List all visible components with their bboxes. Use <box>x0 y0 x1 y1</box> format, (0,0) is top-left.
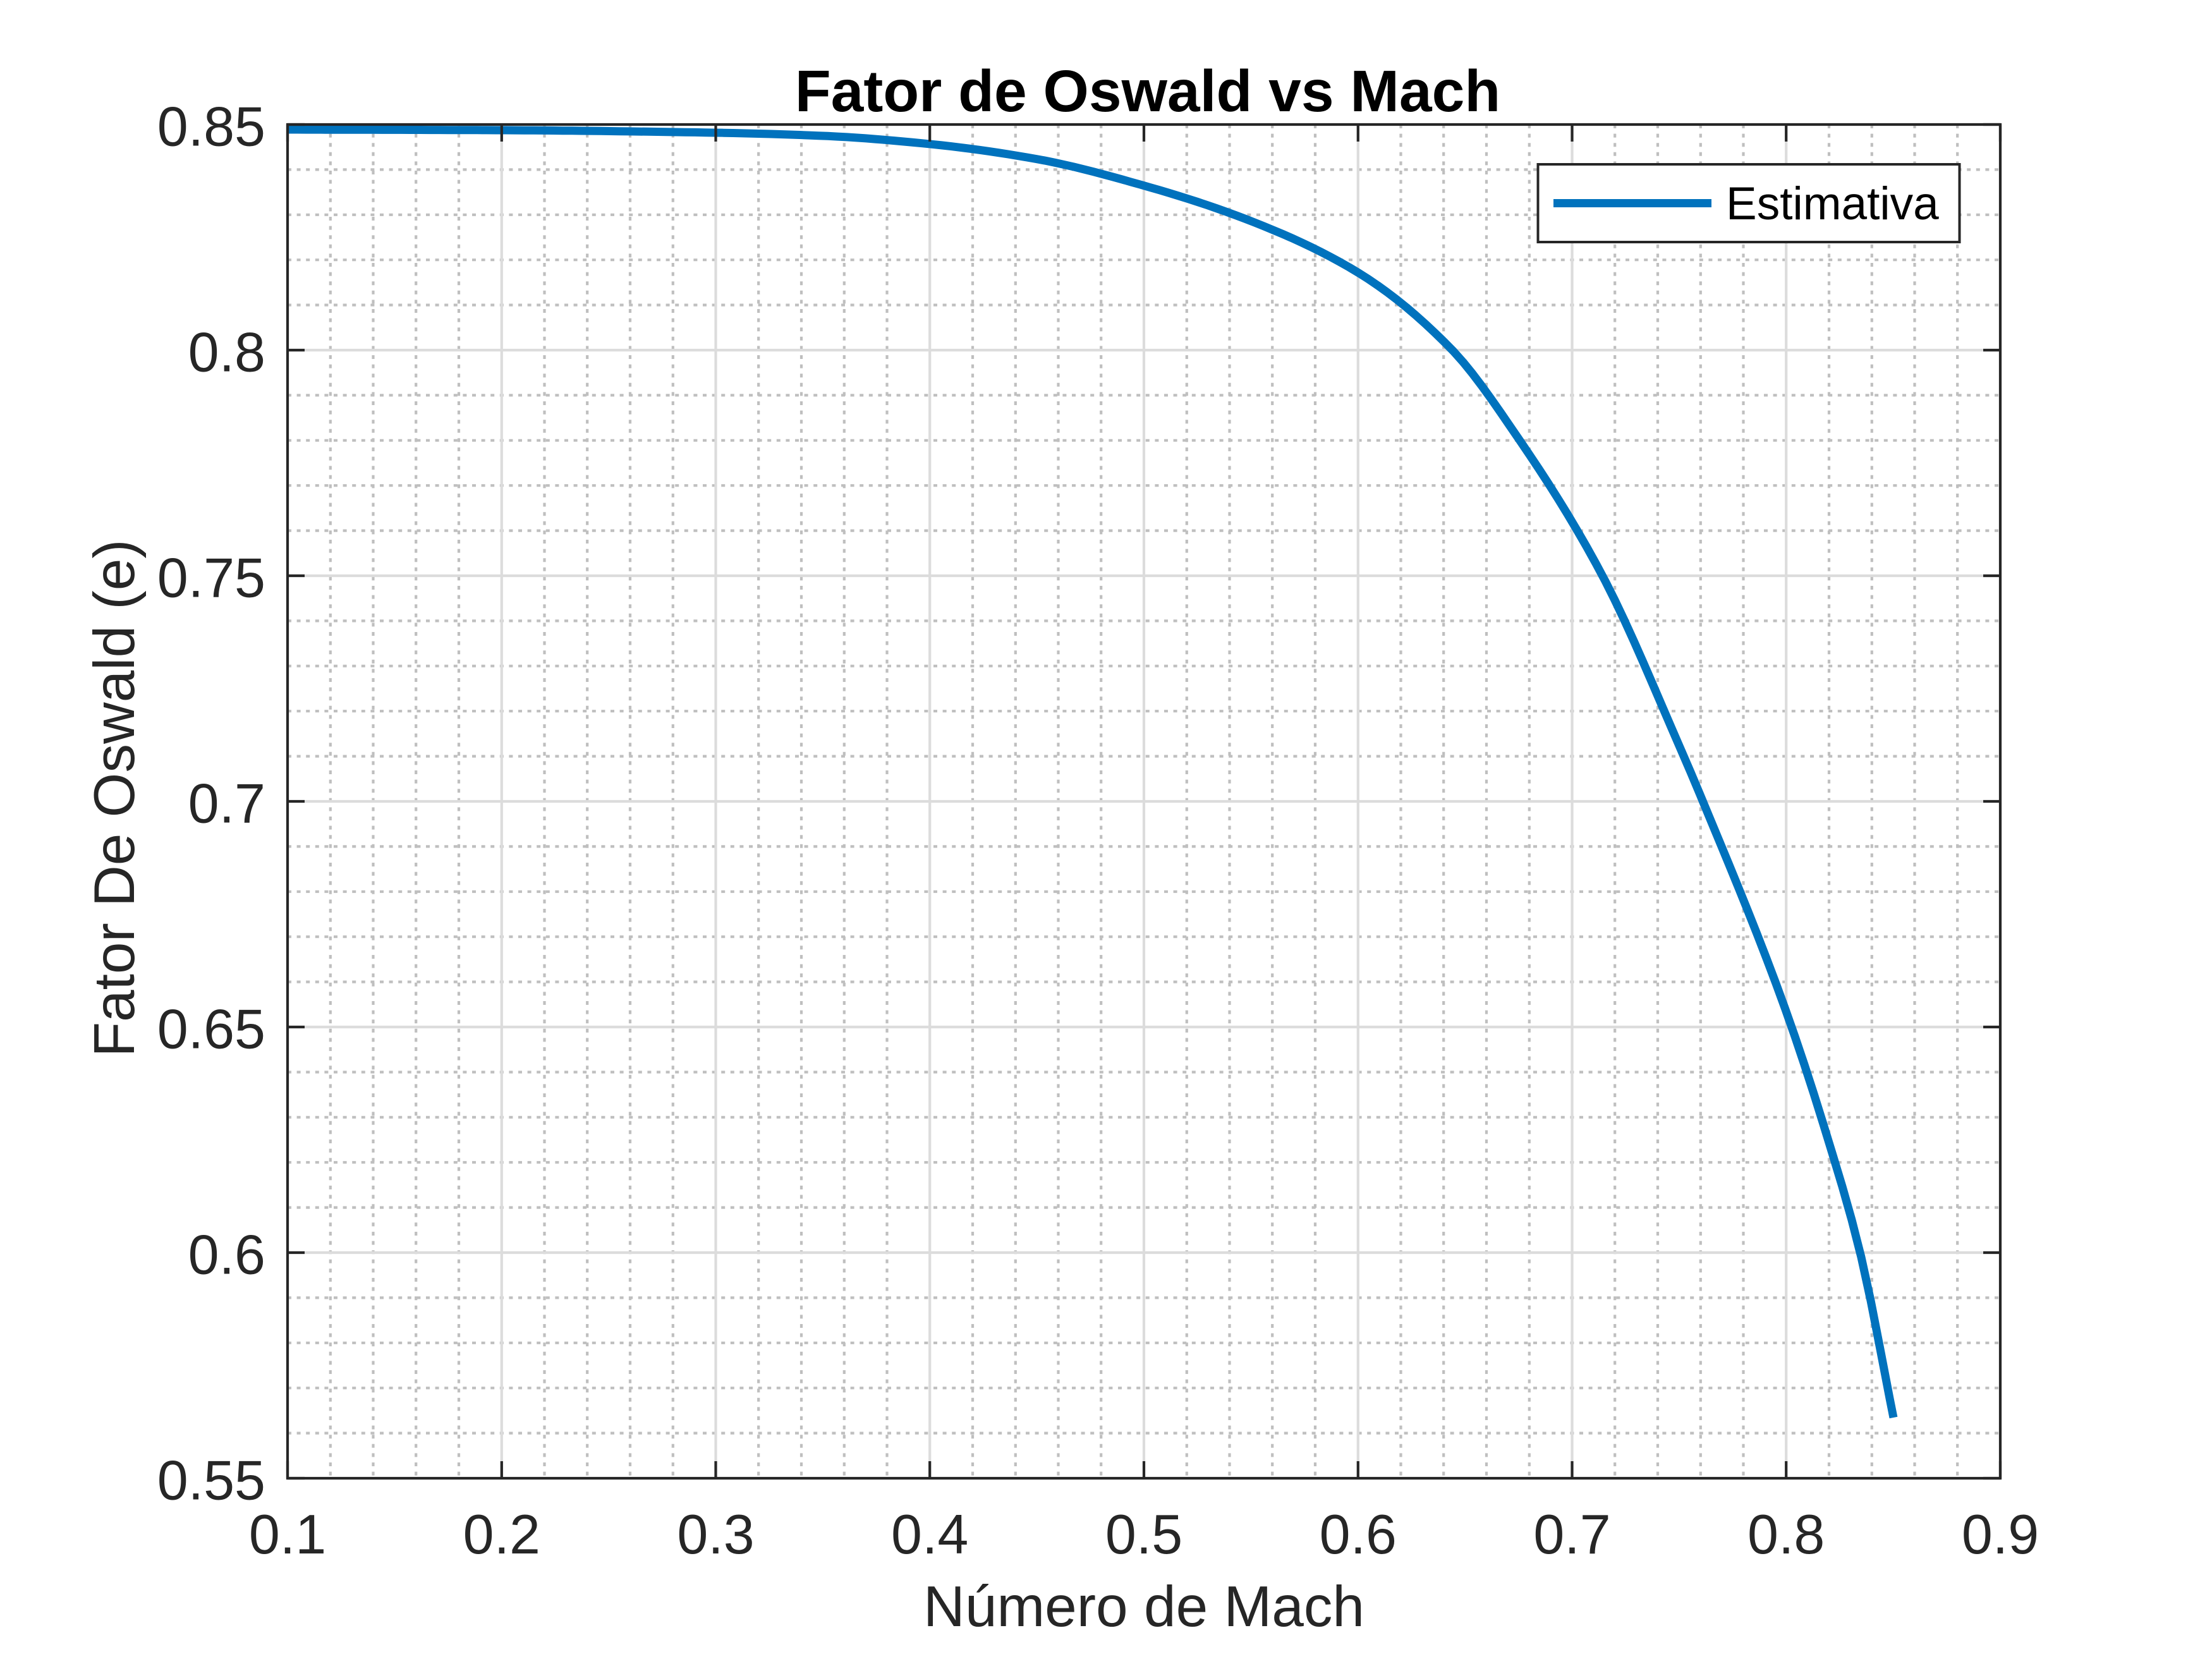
svg-text:Estimativa: Estimativa <box>1726 178 1939 229</box>
svg-text:0.4: 0.4 <box>891 1503 968 1565</box>
svg-text:Fator de Oswald vs Mach: Fator de Oswald vs Mach <box>795 58 1500 124</box>
svg-text:0.9: 0.9 <box>1962 1503 2039 1565</box>
svg-text:0.2: 0.2 <box>463 1503 540 1565</box>
svg-text:0.75: 0.75 <box>157 547 265 609</box>
svg-text:0.8: 0.8 <box>1747 1503 1825 1565</box>
svg-text:0.5: 0.5 <box>1105 1503 1182 1565</box>
svg-text:0.55: 0.55 <box>157 1449 265 1512</box>
svg-text:0.8: 0.8 <box>188 321 265 384</box>
svg-text:0.65: 0.65 <box>157 998 265 1060</box>
svg-text:0.3: 0.3 <box>677 1503 754 1565</box>
svg-text:Fator De Oswald (e): Fator De Oswald (e) <box>83 539 147 1057</box>
svg-text:0.6: 0.6 <box>188 1224 265 1286</box>
svg-text:0.6: 0.6 <box>1320 1503 1397 1565</box>
svg-text:0.7: 0.7 <box>188 772 265 835</box>
svg-text:Número de Mach: Número de Mach <box>923 1575 1364 1639</box>
svg-text:0.7: 0.7 <box>1533 1503 1610 1565</box>
svg-text:0.85: 0.85 <box>157 95 265 158</box>
svg-text:0.1: 0.1 <box>249 1503 326 1565</box>
